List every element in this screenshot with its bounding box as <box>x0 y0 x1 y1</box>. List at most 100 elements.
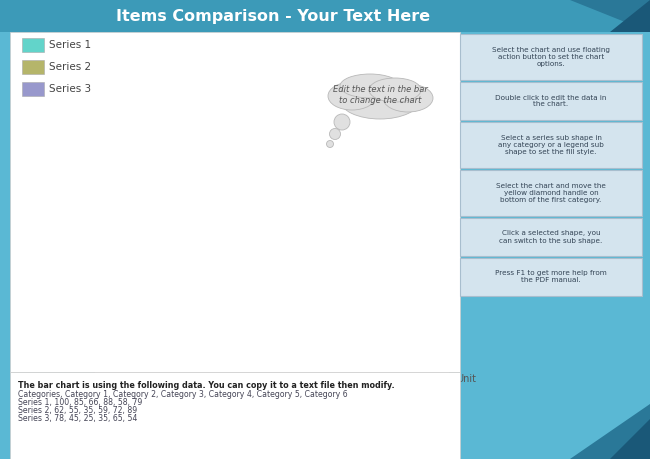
Text: Double click to edit the data in
the chart.: Double click to edit the data in the cha… <box>495 95 606 107</box>
Polygon shape <box>183 260 191 284</box>
Circle shape <box>326 140 333 147</box>
Text: 62: 62 <box>264 353 276 363</box>
FancyBboxPatch shape <box>460 218 642 256</box>
Text: Items Comparison - Your Text Here: Items Comparison - Your Text Here <box>116 9 430 23</box>
Text: 45: 45 <box>306 311 318 321</box>
Text: 72: 72 <box>214 185 227 195</box>
Polygon shape <box>94 179 172 200</box>
Polygon shape <box>320 134 328 158</box>
Polygon shape <box>94 260 191 263</box>
Polygon shape <box>228 344 237 368</box>
Text: 25: 25 <box>240 269 253 279</box>
FancyBboxPatch shape <box>22 82 44 96</box>
FancyBboxPatch shape <box>460 170 642 216</box>
Text: 78: 78 <box>358 353 370 363</box>
Circle shape <box>330 129 341 140</box>
Polygon shape <box>200 134 208 158</box>
Text: Series 3: Series 3 <box>49 84 91 94</box>
Polygon shape <box>570 0 650 32</box>
Polygon shape <box>282 305 343 326</box>
Text: Select a series sub shape in
any category or a legend sub
shape to set the fill : Select a series sub shape in any categor… <box>498 135 604 155</box>
Text: 79: 79 <box>141 142 153 152</box>
Text: 88: 88 <box>147 227 159 236</box>
Polygon shape <box>282 302 350 305</box>
Text: Series 1, 100, 85, 66, 88, 58, 79: Series 1, 100, 85, 66, 88, 58, 79 <box>18 398 142 407</box>
Polygon shape <box>268 176 364 179</box>
Polygon shape <box>200 137 320 158</box>
Polygon shape <box>208 302 216 326</box>
Ellipse shape <box>328 82 376 110</box>
Ellipse shape <box>369 78 421 102</box>
FancyBboxPatch shape <box>460 34 642 80</box>
Polygon shape <box>94 218 220 221</box>
Polygon shape <box>208 305 282 326</box>
Text: 36: 36 <box>309 227 322 236</box>
Polygon shape <box>228 347 311 368</box>
Polygon shape <box>320 137 392 158</box>
Polygon shape <box>343 302 350 326</box>
Polygon shape <box>208 302 290 305</box>
Text: 66: 66 <box>133 269 145 279</box>
Text: 35: 35 <box>200 269 213 279</box>
Text: Select the chart and move the
yellow diamond handle on
bottom of the first categ: Select the chart and move the yellow dia… <box>496 183 606 203</box>
Text: 55: 55 <box>239 311 252 321</box>
Polygon shape <box>263 260 272 284</box>
FancyBboxPatch shape <box>460 258 642 296</box>
Polygon shape <box>320 134 400 137</box>
Polygon shape <box>268 176 277 200</box>
Polygon shape <box>291 218 300 242</box>
Polygon shape <box>340 218 348 242</box>
Polygon shape <box>356 176 364 200</box>
Text: 54: 54 <box>350 142 362 152</box>
Text: Press F1 to get more help from
the PDF manual.: Press F1 to get more help from the PDF m… <box>495 270 607 284</box>
Text: 89: 89 <box>254 142 266 152</box>
Polygon shape <box>172 179 268 200</box>
Polygon shape <box>94 176 180 179</box>
Polygon shape <box>228 344 320 347</box>
Polygon shape <box>200 134 328 137</box>
Text: 85: 85 <box>145 311 157 321</box>
Polygon shape <box>610 0 650 32</box>
Circle shape <box>334 114 350 130</box>
Text: 65: 65 <box>306 185 318 195</box>
Polygon shape <box>311 344 424 347</box>
Polygon shape <box>311 344 320 368</box>
Ellipse shape <box>340 81 420 119</box>
Polygon shape <box>183 260 238 263</box>
Text: The bar chart is using the following data. You can copy it to a text file then m: The bar chart is using the following dat… <box>18 381 395 390</box>
Polygon shape <box>94 134 208 137</box>
Text: 100: 100 <box>152 353 170 363</box>
FancyBboxPatch shape <box>0 0 650 32</box>
FancyBboxPatch shape <box>10 372 460 459</box>
Text: Series 3, 78, 45, 25, 35, 65, 54: Series 3, 78, 45, 25, 35, 65, 54 <box>18 414 137 423</box>
FancyBboxPatch shape <box>22 38 44 52</box>
Text: Series 2, 62, 55, 35, 59, 72, 89: Series 2, 62, 55, 35, 59, 72, 89 <box>18 406 137 415</box>
Polygon shape <box>291 221 340 242</box>
Text: Click a selected shape, you
can switch to the sub shape.: Click a selected shape, you can switch t… <box>499 230 603 244</box>
Polygon shape <box>172 176 277 179</box>
Polygon shape <box>230 260 238 284</box>
Polygon shape <box>172 176 180 200</box>
Polygon shape <box>291 218 348 221</box>
Polygon shape <box>213 218 300 221</box>
Polygon shape <box>392 134 400 158</box>
Text: Edit the text in the bar
to change the chart: Edit the text in the bar to change the c… <box>333 85 428 105</box>
Polygon shape <box>94 305 208 326</box>
Ellipse shape <box>340 74 400 98</box>
Polygon shape <box>268 179 356 200</box>
Polygon shape <box>416 344 424 368</box>
Polygon shape <box>610 419 650 459</box>
Text: Unit: Unit <box>456 374 476 384</box>
Polygon shape <box>213 221 291 242</box>
Polygon shape <box>213 218 220 242</box>
Polygon shape <box>94 221 213 242</box>
Polygon shape <box>282 302 290 326</box>
Polygon shape <box>94 344 237 347</box>
Text: Categories, Category 1, Category 2, Category 3, Category 4, Category 5, Category: Categories, Category 1, Category 2, Cate… <box>18 390 348 399</box>
FancyBboxPatch shape <box>10 32 460 372</box>
Polygon shape <box>94 302 216 305</box>
Polygon shape <box>94 347 228 368</box>
Polygon shape <box>94 263 183 284</box>
Polygon shape <box>311 347 416 368</box>
FancyBboxPatch shape <box>460 122 642 168</box>
